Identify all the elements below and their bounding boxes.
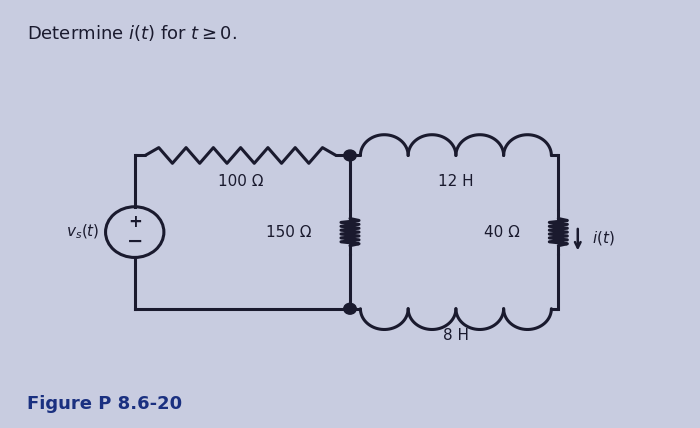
Text: 150 Ω: 150 Ω (266, 225, 312, 240)
Text: $i(t)$: $i(t)$ (592, 229, 615, 247)
Text: $v_s(t)$: $v_s(t)$ (66, 223, 99, 241)
Text: 100 Ω: 100 Ω (218, 174, 263, 189)
Text: +: + (128, 214, 141, 232)
Text: Figure P 8.6-20: Figure P 8.6-20 (27, 395, 182, 413)
Text: 40 Ω: 40 Ω (484, 225, 520, 240)
Text: −: − (127, 232, 143, 251)
Text: Determine $i(t)$ for $t \geq 0$.: Determine $i(t)$ for $t \geq 0$. (27, 23, 237, 43)
Circle shape (344, 303, 356, 314)
Circle shape (344, 150, 356, 161)
Text: 12 H: 12 H (438, 174, 474, 189)
Text: 8 H: 8 H (443, 328, 469, 343)
